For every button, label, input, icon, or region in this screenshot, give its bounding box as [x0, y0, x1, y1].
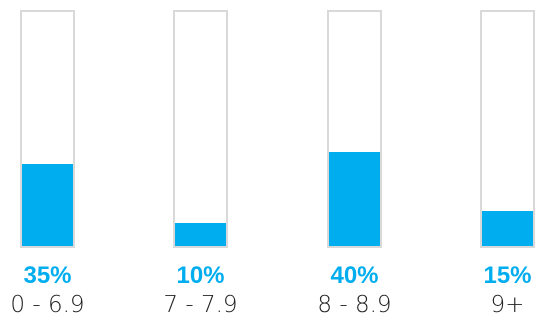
bar-percent-label: 35% — [23, 262, 72, 289]
bar-group-1: 10% 7 - 7.9 — [153, 0, 263, 333]
bar-group-2: 40% 8 - 8.9 — [307, 0, 417, 333]
bar-category-label: 7 - 7.9 — [163, 292, 238, 318]
bar-frame — [327, 10, 382, 248]
bar-fill — [329, 152, 380, 246]
bar-category-label: 8 - 8.9 — [317, 292, 392, 318]
bar-percent-label: 40% — [330, 262, 379, 289]
bar-group-3: 15% 9+ — [460, 0, 543, 333]
bar-fill — [175, 222, 226, 246]
bar-group-0: 35% 0 - 6.9 — [0, 0, 110, 333]
bar-percent-label: 15% — [483, 262, 532, 289]
bar-fill — [22, 164, 73, 246]
bar-frame — [20, 10, 75, 248]
bar-category-label: 0 - 6.9 — [10, 292, 85, 318]
bar-fill — [482, 210, 533, 246]
bar-category-label: 9+ — [490, 292, 525, 318]
bar-frame — [480, 10, 535, 248]
bar-percent-label: 10% — [176, 262, 225, 289]
bar-frame — [173, 10, 228, 248]
